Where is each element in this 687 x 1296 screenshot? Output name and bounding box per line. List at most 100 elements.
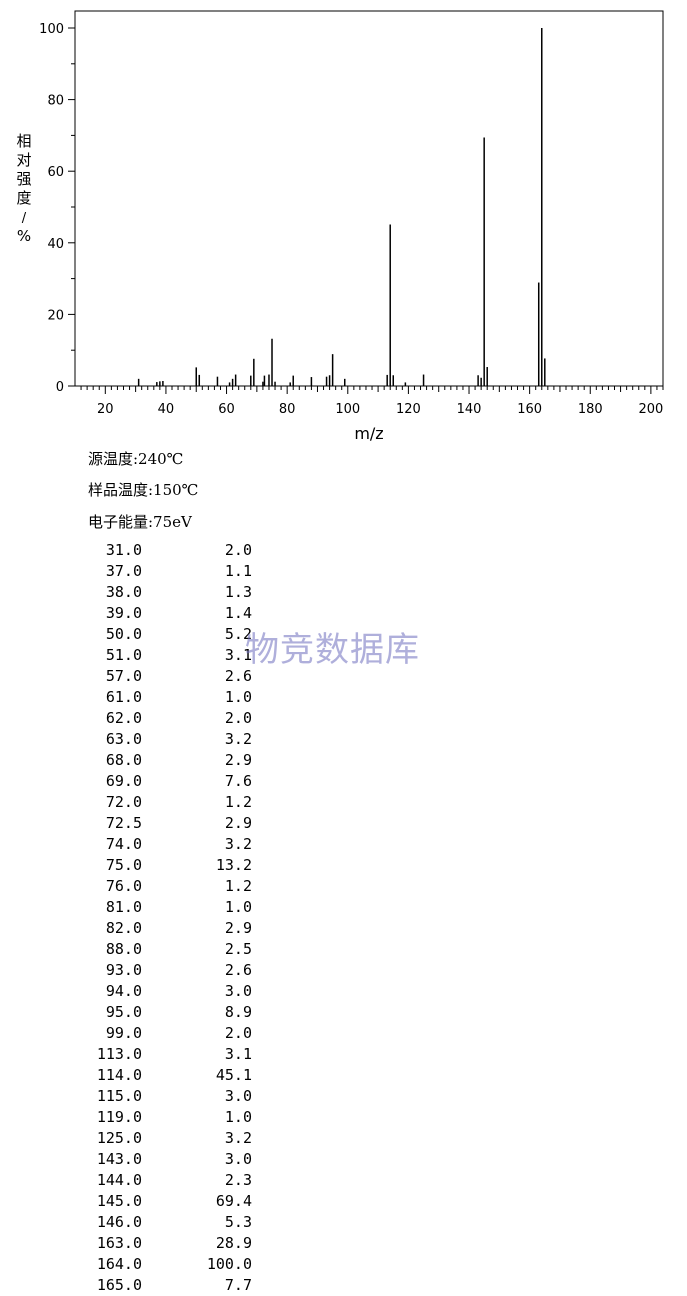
peak-mz: 81.0 xyxy=(105,898,142,916)
peak-row: 51.0 3.1 xyxy=(80,645,270,666)
peak-row: 39.0 1.4 xyxy=(80,603,270,624)
peak-mz: 57.0 xyxy=(105,667,142,685)
x-axis-ticks: 20 40 60 80 100 120 140 160 180 200 xyxy=(80,386,664,417)
peak-intensity: 1.2 xyxy=(224,793,252,811)
peak-intensity: 2.6 xyxy=(224,667,252,685)
peak-row: 61.0 1.0 xyxy=(80,687,270,708)
peak-intensity: 1.3 xyxy=(224,583,252,601)
peak-row: 68.0 2.9 xyxy=(80,750,270,771)
peak-row: 164.0 100.0 xyxy=(80,1254,270,1275)
y-tick-label: 40 xyxy=(47,237,64,252)
peak-row: 72.0 1.2 xyxy=(80,792,270,813)
peak-intensity: 7.7 xyxy=(224,1276,252,1294)
peak-intensity: 2.6 xyxy=(224,961,252,979)
peak-intensity: 1.0 xyxy=(224,688,252,706)
y-axis-ticks: 0 20 40 60 80 100 xyxy=(39,22,75,395)
x-tick-label: 140 xyxy=(457,402,482,417)
peak-mz: 76.0 xyxy=(105,877,142,895)
peak-intensity: 3.0 xyxy=(224,982,252,1000)
peak-row: 144.0 2.3 xyxy=(80,1170,270,1191)
peak-intensity: 3.2 xyxy=(224,730,252,748)
peak-intensity: 3.1 xyxy=(224,1045,252,1063)
x-tick-label: 20 xyxy=(97,402,114,417)
peak-mz: 164.0 xyxy=(96,1255,142,1273)
peak-row: 143.0 3.0 xyxy=(80,1149,270,1170)
peak-mz: 146.0 xyxy=(96,1213,142,1231)
x-tick-label: 120 xyxy=(396,402,421,417)
peak-intensity: 3.2 xyxy=(224,835,252,853)
peak-row: 165.0 7.7 xyxy=(80,1275,270,1296)
peak-mz: 63.0 xyxy=(105,730,142,748)
x-tick-label: 180 xyxy=(578,402,603,417)
peak-mz: 38.0 xyxy=(105,583,142,601)
x-tick-label: 60 xyxy=(218,402,235,417)
peak-mz: 125.0 xyxy=(96,1129,142,1147)
y-axis-label: 相对强度/% xyxy=(16,132,31,245)
peak-row: 57.0 2.6 xyxy=(80,666,270,687)
peak-intensity: 2.9 xyxy=(224,919,252,937)
peak-intensity: 5.3 xyxy=(224,1213,252,1231)
electron-energy: 电子能量:75eV xyxy=(88,513,192,531)
peak-row: 75.0 13.2 xyxy=(80,855,270,876)
peak-mz: 88.0 xyxy=(105,940,142,958)
peak-intensity: 1.0 xyxy=(224,1108,252,1126)
peak-row: 94.0 3.0 xyxy=(80,981,270,1002)
peak-intensity: 3.1 xyxy=(224,646,252,664)
peak-intensity: 2.0 xyxy=(224,709,252,727)
plot-frame xyxy=(74,10,664,387)
peak-row: 38.0 1.3 xyxy=(80,582,270,603)
peak-row: 88.0 2.5 xyxy=(80,939,270,960)
peak-row: 50.0 5.2 xyxy=(80,624,270,645)
peak-row: 76.0 1.2 xyxy=(80,876,270,897)
x-tick-label: 40 xyxy=(158,402,175,417)
peak-row: 81.0 1.0 xyxy=(80,897,270,918)
peak-intensity: 100.0 xyxy=(206,1255,252,1273)
peak-row: 146.0 5.3 xyxy=(80,1212,270,1233)
peak-row: 74.0 3.2 xyxy=(80,834,270,855)
peak-row: 63.0 3.2 xyxy=(80,729,270,750)
peak-intensity: 2.5 xyxy=(224,940,252,958)
source-temperature: 源温度:240℃ xyxy=(88,450,184,468)
peak-intensity: 2.9 xyxy=(224,751,252,769)
peak-row: 93.0 2.6 xyxy=(80,960,270,981)
peak-mz: 74.0 xyxy=(105,835,142,853)
x-tick-label: 160 xyxy=(517,402,542,417)
peak-row: 114.0 45.1 xyxy=(80,1065,270,1086)
peak-mz: 114.0 xyxy=(96,1066,142,1084)
peak-row: 72.5 2.9 xyxy=(80,813,270,834)
peak-row: 62.0 2.0 xyxy=(80,708,270,729)
peak-mz: 143.0 xyxy=(96,1150,142,1168)
peak-list-table: 31.0 2.0 37.0 1.1 38.0 1.3 39.0 1.4 50.0 5.2 51.0 3… xyxy=(80,540,270,1296)
peak-mz: 50.0 xyxy=(105,625,142,643)
peak-row: 95.0 8.9 xyxy=(80,1002,270,1023)
peak-mz: 119.0 xyxy=(96,1108,142,1126)
peak-mz: 145.0 xyxy=(96,1192,142,1210)
peak-mz: 51.0 xyxy=(105,646,142,664)
peak-row: 119.0 1.0 xyxy=(80,1107,270,1128)
peak-mz: 144.0 xyxy=(96,1171,142,1189)
peak-row: 115.0 3.0 xyxy=(80,1086,270,1107)
peak-mz: 68.0 xyxy=(105,751,142,769)
x-axis-label: m/z xyxy=(354,424,383,443)
y-tick-label: 80 xyxy=(47,94,64,109)
peak-mz: 163.0 xyxy=(96,1234,142,1252)
peak-intensity: 8.9 xyxy=(224,1003,252,1021)
peak-mz: 31.0 xyxy=(105,541,142,559)
peak-row: 99.0 2.0 xyxy=(80,1023,270,1044)
peak-intensity: 1.2 xyxy=(224,877,252,895)
peak-mz: 75.0 xyxy=(105,856,142,874)
peak-row: 125.0 3.2 xyxy=(80,1128,270,1149)
peak-mz: 62.0 xyxy=(105,709,142,727)
peak-intensity: 1.4 xyxy=(224,604,252,622)
y-tick-label: 100 xyxy=(39,22,64,37)
x-tick-label: 100 xyxy=(335,402,360,417)
peak-mz: 165.0 xyxy=(96,1276,142,1294)
peak-mz: 94.0 xyxy=(105,982,142,1000)
x-tick-label: 200 xyxy=(638,402,663,417)
watermark: 物竞数据库 xyxy=(245,630,420,670)
peak-intensity: 5.2 xyxy=(224,625,252,643)
peak-row: 82.0 2.9 xyxy=(80,918,270,939)
peak-intensity: 2.0 xyxy=(224,1024,252,1042)
peak-intensity: 69.4 xyxy=(215,1192,252,1210)
peak-mz: 72.5 xyxy=(105,814,142,832)
